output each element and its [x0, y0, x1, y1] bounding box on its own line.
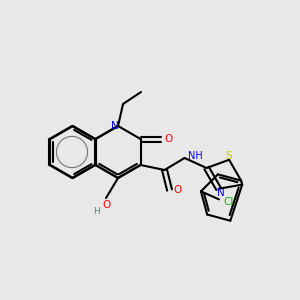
Text: Cl: Cl [224, 197, 234, 207]
Text: O: O [173, 185, 182, 195]
Text: O: O [102, 200, 110, 210]
Text: H: H [93, 208, 99, 217]
Text: N: N [217, 188, 224, 198]
Text: S: S [226, 151, 232, 161]
Text: NH: NH [188, 151, 202, 161]
Text: N: N [111, 121, 119, 131]
Text: O: O [164, 134, 173, 144]
